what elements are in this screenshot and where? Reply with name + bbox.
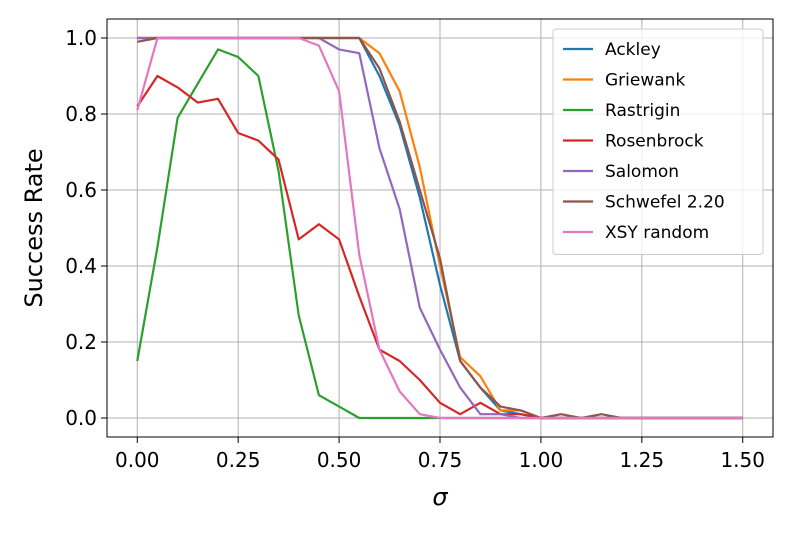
x-tick-label: 0.50 xyxy=(317,448,362,472)
x-tick-label: 0.75 xyxy=(418,448,463,472)
y-tick-label: 1.0 xyxy=(65,26,97,50)
y-tick-label: 0.8 xyxy=(65,102,97,126)
y-axis-label: Success Rate xyxy=(20,148,48,307)
x-tick-label: 1.00 xyxy=(519,448,564,472)
legend-label: XSY random xyxy=(605,223,709,243)
legend-box xyxy=(552,28,764,255)
legend-label: Rastrigin xyxy=(605,101,680,121)
legend-label: Griewank xyxy=(605,71,685,91)
plot-frame xyxy=(106,18,774,438)
x-tick-label: 1.50 xyxy=(720,448,765,472)
x-tick-label: 1.25 xyxy=(620,448,665,472)
x-axis-label: σ xyxy=(432,483,448,511)
legend-label: Schwefel 2.20 xyxy=(605,193,725,213)
legend-label: Ackley xyxy=(605,40,661,60)
legend: Ackley Griewank Rastrigin Rosenbrock Salomon… xyxy=(552,28,764,255)
series-line xyxy=(136,36,743,420)
y-tick-label: 0.2 xyxy=(65,330,97,354)
y-tick-label: 0.0 xyxy=(65,406,97,430)
y-tick-label: 0.6 xyxy=(65,178,97,202)
legend-label: Salomon xyxy=(605,162,679,182)
x-tick-label: 0.25 xyxy=(216,448,261,472)
legend-label: Rosenbrock xyxy=(605,132,704,152)
y-tick-label: 0.4 xyxy=(65,254,97,278)
x-tick-label: 0.00 xyxy=(115,448,160,472)
